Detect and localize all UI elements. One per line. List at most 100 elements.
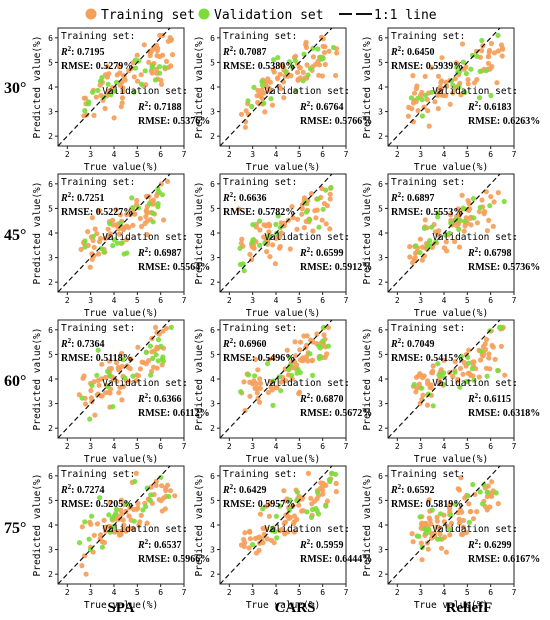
training-point <box>466 200 472 207</box>
training-point <box>113 360 120 366</box>
validation-point <box>423 527 430 533</box>
training-point <box>98 532 104 538</box>
validation-point <box>477 68 483 74</box>
training-point <box>459 509 465 515</box>
validation-point <box>156 189 162 195</box>
x-tick-label: 7 <box>344 442 349 451</box>
training-point <box>156 497 162 503</box>
train-rmse: RMSE: 0.5227% <box>61 207 133 218</box>
validation-point <box>278 388 284 394</box>
r2-symbol: R <box>299 102 307 113</box>
y-tick-label: 2 <box>48 424 53 433</box>
validation-point <box>283 69 289 75</box>
training-point <box>333 489 339 495</box>
r2-symbol: R <box>60 339 68 350</box>
training-point <box>494 80 500 86</box>
train-r2-value: : 0.7087 <box>233 47 266 58</box>
validation-point <box>456 69 463 75</box>
x-tick-label: 7 <box>344 588 349 597</box>
training-point <box>448 212 454 218</box>
training-point <box>281 95 287 101</box>
training-point <box>264 249 270 255</box>
validation-point <box>155 201 161 207</box>
r2-superscript: 2 <box>68 45 72 53</box>
training-point <box>313 215 319 221</box>
validation-point <box>480 501 486 507</box>
training-point <box>120 383 127 390</box>
training-point <box>278 86 284 92</box>
training-point <box>239 236 245 242</box>
validation-point <box>237 245 243 251</box>
val-r2: R2: 0.6115 <box>467 392 511 405</box>
train-r2-value: : 0.7049 <box>401 339 434 350</box>
training-point <box>460 524 466 530</box>
x-tick-label: 3 <box>88 150 93 159</box>
val-r2: R2: 0.6366 <box>137 392 182 405</box>
training-point <box>138 72 144 78</box>
validation-point <box>294 489 300 495</box>
training-point <box>294 69 301 75</box>
training-point <box>94 521 100 527</box>
training-point <box>481 211 487 217</box>
training-point <box>278 62 284 68</box>
x-tick-label: 4 <box>442 296 447 305</box>
y-tick-label: 4 <box>210 375 215 384</box>
validation-point <box>447 230 453 236</box>
train-r2-value: : 0.6897 <box>401 193 434 204</box>
legend-validation-label: Validation set <box>214 8 324 23</box>
train-rmse: RMSE: 0.5782% <box>223 207 295 218</box>
validation-point <box>453 501 459 507</box>
training-point <box>144 520 150 526</box>
validation-point <box>245 372 252 378</box>
training-point <box>252 356 259 362</box>
scatter-points <box>409 475 501 563</box>
r2-superscript: 2 <box>398 337 402 345</box>
training-point <box>322 354 328 360</box>
training-point <box>139 359 145 365</box>
training-point <box>473 48 480 55</box>
training-point <box>498 42 505 48</box>
r2-superscript: 2 <box>475 246 479 254</box>
validation-point <box>107 221 113 227</box>
training-point <box>91 379 97 385</box>
training-point <box>141 42 147 48</box>
validation-point <box>327 478 333 485</box>
validation-point <box>415 95 421 101</box>
validation-point <box>417 514 423 520</box>
train-r2-value: : 0.6636 <box>233 193 266 204</box>
training-point <box>308 191 314 197</box>
x-tick-label: 6 <box>158 442 163 451</box>
train-r2: R2: 0.6960 <box>222 337 267 350</box>
identity-line <box>219 173 333 293</box>
validation-point <box>417 249 423 256</box>
r2-symbol: R <box>60 47 68 58</box>
validation-point <box>479 37 485 44</box>
validation-point <box>113 79 120 85</box>
validation-point <box>308 514 314 521</box>
y-tick-label: 3 <box>378 108 383 117</box>
r2-symbol: R <box>467 102 475 113</box>
validation-point <box>250 542 256 548</box>
train-r2-value: : 0.6429 <box>233 485 266 496</box>
validation-point <box>328 184 334 191</box>
x-tick-label: 2 <box>65 150 70 159</box>
training-point <box>459 41 466 47</box>
training-point <box>149 349 155 355</box>
validation-point <box>140 507 146 513</box>
validation-point <box>160 354 166 360</box>
validation-point <box>426 243 433 249</box>
training-point <box>492 356 498 362</box>
training-point <box>305 358 311 364</box>
validation-point <box>130 373 136 379</box>
training-point <box>443 79 449 85</box>
training-point <box>89 215 95 221</box>
x-axis-label: True value(%) <box>414 454 488 465</box>
training-point <box>122 224 128 230</box>
val-r2-value: : 0.6987 <box>148 248 181 259</box>
training-point <box>135 344 141 350</box>
training-point <box>257 385 263 391</box>
training-point <box>266 229 272 235</box>
val-r2-value: : 0.6299 <box>478 540 511 551</box>
validation-point <box>315 489 321 495</box>
